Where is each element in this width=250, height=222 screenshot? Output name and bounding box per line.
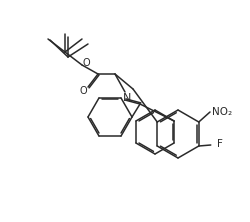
Text: O: O (79, 86, 86, 96)
Text: F: F (216, 139, 222, 149)
Text: NO₂: NO₂ (211, 107, 231, 117)
Text: O: O (82, 58, 90, 68)
Text: N: N (122, 93, 131, 103)
